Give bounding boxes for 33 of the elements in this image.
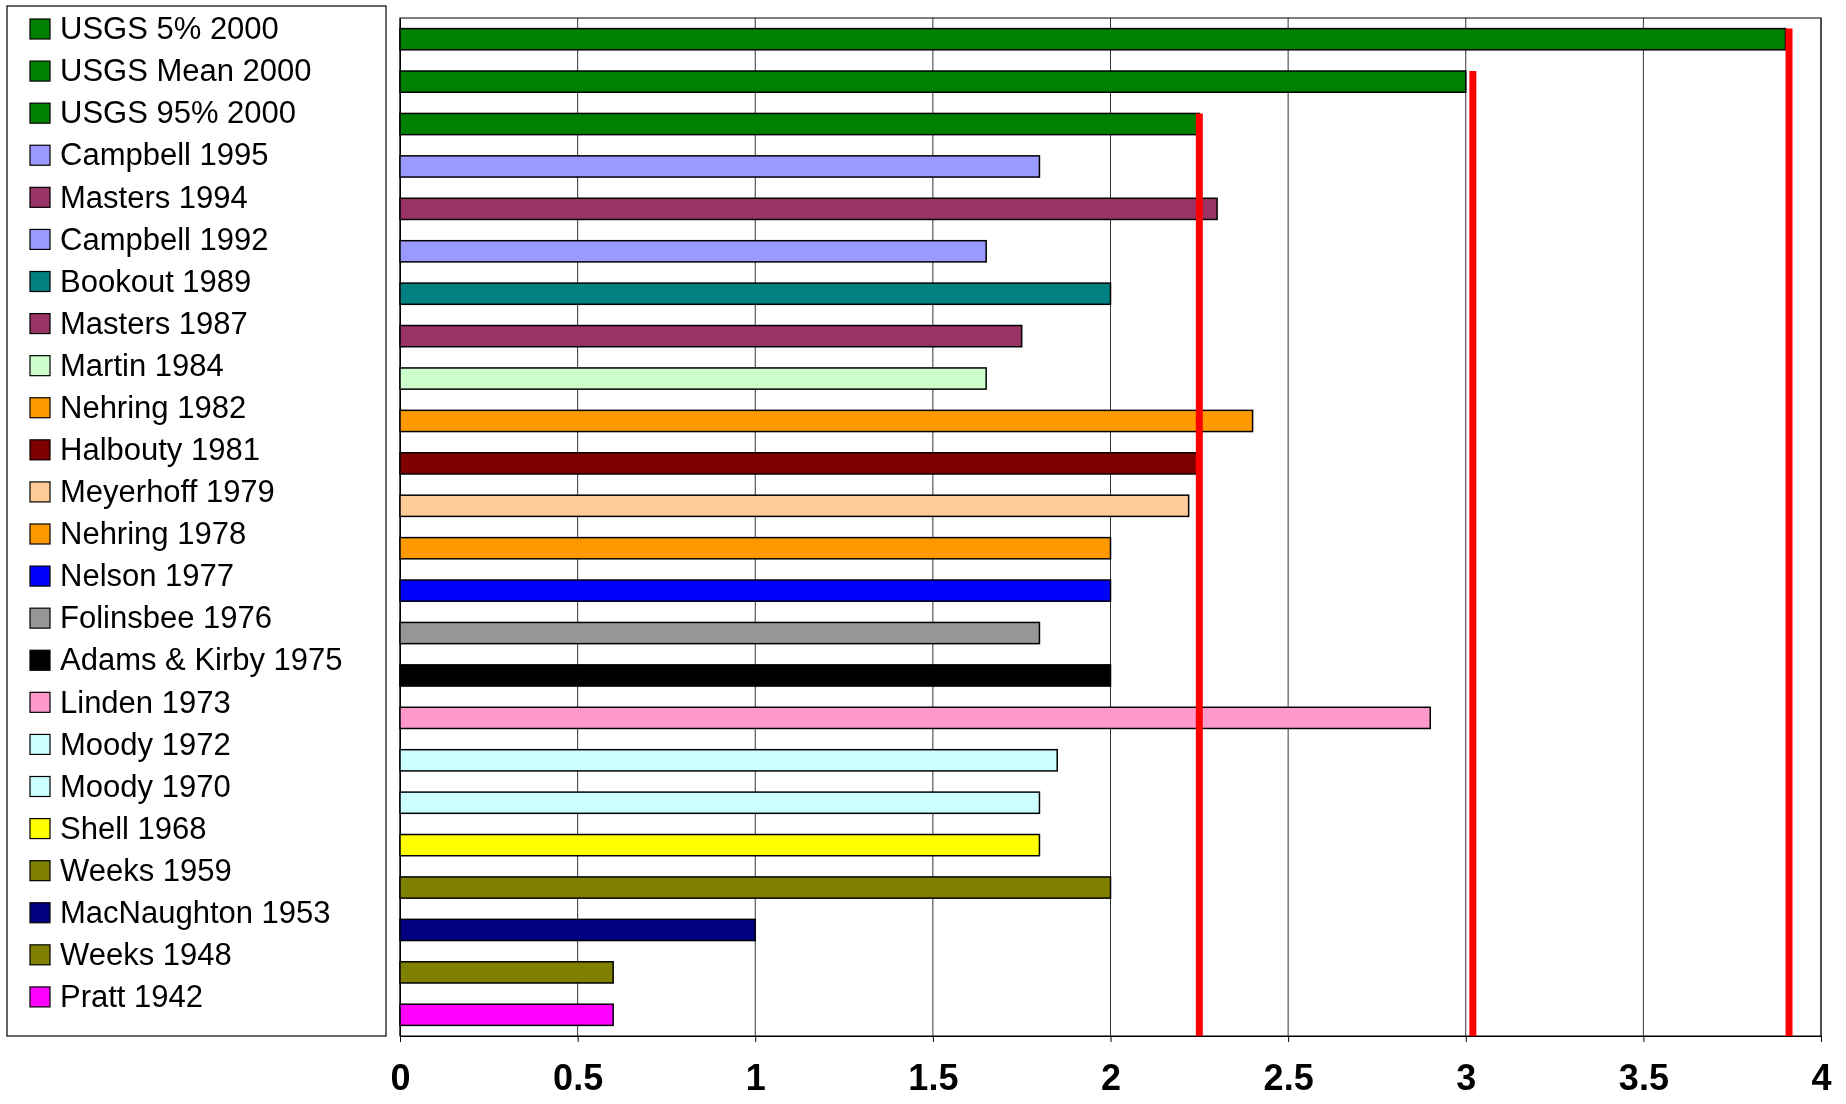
legend-label: Masters 1987 — [60, 305, 248, 341]
x-tick-label: 3.5 — [1618, 1056, 1669, 1098]
legend-label: Nelson 1977 — [60, 558, 235, 594]
x-tick-label: 1.5 — [908, 1056, 959, 1098]
x-tick-label: 2 — [1100, 1056, 1122, 1098]
legend-label: USGS 95% 2000 — [60, 95, 297, 131]
x-tick-label: 4 — [1811, 1056, 1832, 1098]
x-tick-label: 0 — [390, 1056, 411, 1098]
legend-label: Weeks 1959 — [60, 852, 232, 888]
legend-label: Adams & Kirby 1975 — [60, 642, 343, 678]
legend-label: Linden 1973 — [60, 684, 231, 720]
legend-label: USGS Mean 2000 — [60, 53, 312, 89]
legend-label: Weeks 1948 — [60, 937, 232, 973]
x-tick-label: 3 — [1456, 1056, 1477, 1098]
x-tick-label: 1 — [745, 1056, 766, 1098]
legend-label: Moody 1972 — [60, 726, 231, 762]
legend-label: Meyerhoff 1979 — [60, 474, 275, 510]
x-tick-label: 2.5 — [1263, 1056, 1314, 1098]
legend-label: USGS 5% 2000 — [60, 11, 279, 47]
legend-label: Campbell 1995 — [60, 137, 269, 173]
legend-label: Bookout 1989 — [60, 263, 252, 299]
legend-label: Moody 1970 — [60, 768, 231, 804]
legend-label: MacNaughton 1953 — [60, 894, 331, 930]
legend-label: Shell 1968 — [60, 810, 207, 846]
legend-label: Masters 1994 — [60, 179, 248, 215]
legend-label: Nehring 1978 — [60, 516, 247, 552]
legend-label: Nehring 1982 — [60, 389, 247, 425]
legend-label: Halbouty 1981 — [60, 432, 260, 468]
legend-label: Campbell 1992 — [60, 221, 269, 257]
legend-label: Folinsbee 1976 — [60, 600, 272, 636]
legend-label: Pratt 1942 — [60, 979, 204, 1015]
x-tick-label: 0.5 — [553, 1056, 604, 1098]
legend-label: Martin 1984 — [60, 347, 224, 383]
